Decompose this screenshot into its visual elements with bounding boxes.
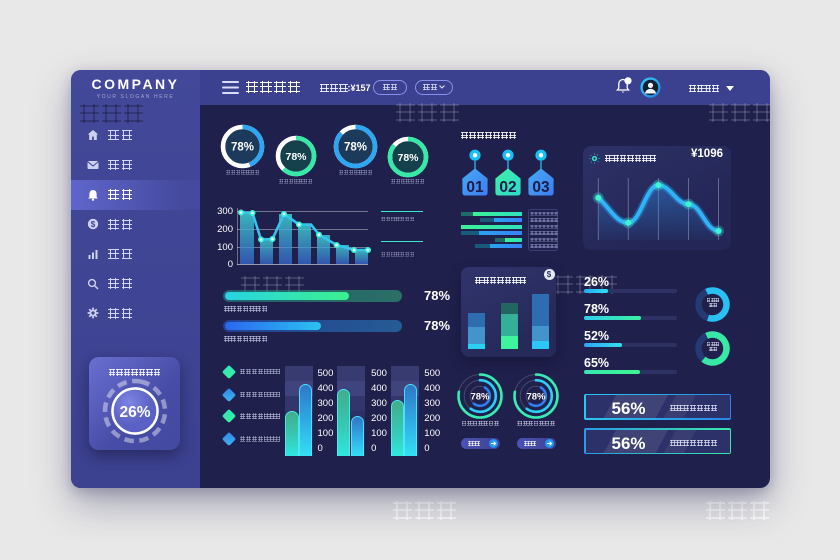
svg-text:26%: 26% xyxy=(119,404,150,421)
svg-text:78%: 78% xyxy=(526,392,546,403)
svg-text:78%: 78% xyxy=(285,151,307,163)
svg-text:78%: 78% xyxy=(231,141,254,153)
svg-text:03: 03 xyxy=(533,179,551,196)
svg-text:78%: 78% xyxy=(397,151,419,163)
svg-text:78%: 78% xyxy=(471,392,491,403)
svg-text:$: $ xyxy=(91,220,96,229)
svg-text:78%: 78% xyxy=(344,141,367,153)
svg-text:02: 02 xyxy=(499,179,516,196)
svg-text:01: 01 xyxy=(466,179,484,196)
